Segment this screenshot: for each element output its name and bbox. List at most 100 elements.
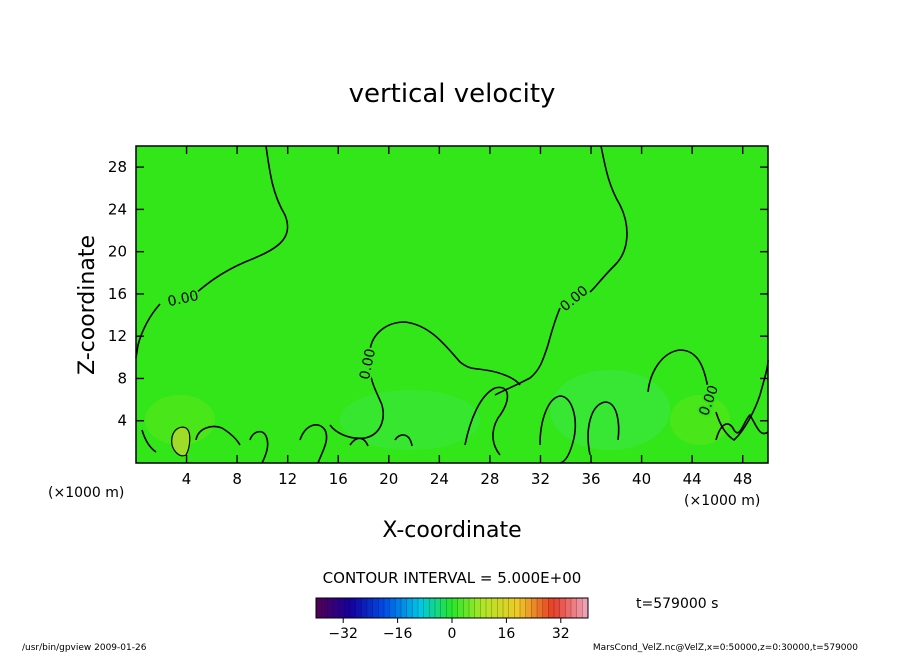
colorbar-segment [531,598,538,618]
colorbar-segment [372,598,379,618]
colorbar-segment [418,598,424,618]
x-unit-right: (×1000 m) [684,493,760,509]
colorbar-segment [554,598,560,618]
x-tick-label: 40 [632,470,651,488]
colorbar-segment [367,598,373,618]
x-tick-label: 4 [182,470,192,488]
colorbar-segment [435,598,441,618]
colorbar-segment [401,598,407,618]
colorbar-segment [520,598,526,618]
contour-lower-c [587,401,620,456]
colorbar-segment [576,598,583,618]
contour-lower-left-blobs [141,424,413,464]
x-tick-label: 8 [232,470,242,488]
colorbar-segment [497,598,504,618]
colorbar-segment [474,598,481,618]
colorbar-segment [571,598,577,618]
plot-frame [135,145,769,464]
colorbar-segment [548,598,555,618]
x-tick-label: 24 [430,470,449,488]
colorbar-segment [582,598,589,618]
colorbar-segment [565,598,572,618]
colorbar-segment [378,598,385,618]
contour-interval-label: CONTOUR INTERVAL = 5.000E+00 [323,569,582,587]
colorbar-segment [333,598,339,618]
x-tick-label: 48 [733,470,752,488]
colorbar-segment [463,598,470,618]
contour-upper-right [494,145,628,396]
contour-middle-bump [329,321,521,440]
contour-upper-left [135,145,289,359]
colorbar-segment [327,598,334,618]
contour-label-0: 0.00 [166,288,200,310]
colorbar-segment [384,598,390,618]
y-axis-label: Z-coordinate [75,235,100,375]
colorbar-tick-label: 0 [448,626,457,642]
x-axis-label: X-coordinate [382,518,521,543]
x-tick-label: 20 [379,470,398,488]
colorbar-segment [321,598,328,618]
colorbar-ticks: −32 −16 0 16 32 [328,618,570,642]
colorbar-segment [412,598,419,618]
y-axis: 4 8 12 16 20 24 28 [108,158,768,430]
colorbar-segment [452,598,458,618]
chart-title: vertical velocity [349,79,556,109]
colorbar-segment [395,598,402,618]
y-tick-label: 24 [108,200,127,218]
colorbar-segment [316,598,322,618]
colorbar-segment [406,598,413,618]
colorbar-segment [525,598,532,618]
colorbar-tick-label: −16 [383,626,413,642]
colorbar-segment [503,598,509,618]
x-tick-label: 16 [329,470,348,488]
colorbar-segment [491,598,498,618]
time-label: t=579000 s [636,596,718,612]
colorbar-segment [480,598,487,618]
y-tick-label: 28 [108,158,127,176]
contour-lines [135,145,769,464]
colorbar-segment [361,598,368,618]
colorbar-segment [344,598,351,618]
field-shading [145,370,730,450]
colorbar-segment [440,598,447,618]
colorbar-segment [508,598,515,618]
contour-right-dome [647,349,769,441]
contour-right-ticks [715,413,769,441]
colorbar-segment [338,598,345,618]
colorbar-segment [486,598,492,618]
x-tick-label: 36 [581,470,600,488]
y-tick-label: 12 [108,327,127,345]
colorbar-segment [389,598,396,618]
colorbar-segment [423,598,430,618]
x-axis: 4 8 12 16 20 24 28 32 36 40 44 48 [182,146,752,488]
colorbar-segment [559,598,566,618]
contour-lower-a [464,386,509,456]
colorbar-segment [542,598,549,618]
y-tick-label: 20 [108,243,127,261]
colorbar-segment [514,598,521,618]
y-tick-label: 8 [117,369,127,387]
colorbar [315,598,589,618]
colorbar-tick-label: −32 [328,626,358,642]
colorbar-tick-label: 16 [497,626,515,642]
colorbar-segment [469,598,475,618]
x-tick-label: 32 [531,470,550,488]
x-tick-label: 28 [480,470,499,488]
contour-lower-b [539,395,576,464]
x-unit-left: (×1000 m) [48,485,124,501]
x-tick-label: 12 [278,470,297,488]
colorbar-segment [457,598,464,618]
footer-right: MarsCond_VelZ.nc@VelZ,x=0:50000,z=0:3000… [593,643,858,653]
colorbar-segment [429,598,436,618]
footer-left: /usr/bin/gpview 2009-01-26 [22,643,147,653]
colorbar-segment [446,598,453,618]
y-tick-label: 16 [108,285,127,303]
y-tick-label: 4 [117,412,127,430]
colorbar-segment [537,598,543,618]
colorbar-segment [350,598,356,618]
colorbar-segment [355,598,362,618]
x-tick-label: 44 [683,470,702,488]
contour-warm-blob [171,426,191,457]
colorbar-tick-label: 32 [552,626,570,642]
